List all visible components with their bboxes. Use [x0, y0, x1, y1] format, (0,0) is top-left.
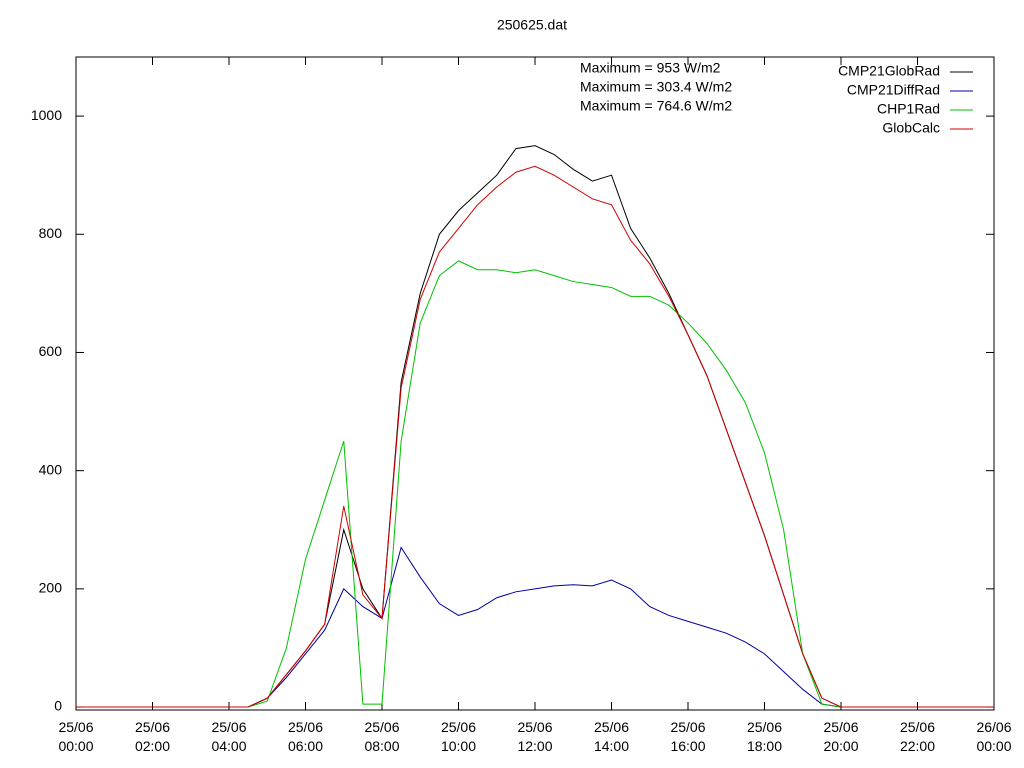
legend-label: CMP21DiffRad [847, 82, 940, 98]
x-tick-label: 25/06 22:00 [900, 719, 935, 754]
x-tick-label: 25/06 08:00 [364, 719, 399, 754]
legend-label: CMP21GlobRad [838, 63, 940, 79]
x-tick-label: 25/06 00:00 [58, 719, 93, 754]
x-tick-label: 25/06 20:00 [823, 719, 858, 754]
x-tick-label: 25/06 14:00 [594, 719, 629, 754]
y-tick-label: 200 [39, 580, 63, 596]
y-tick-label: 600 [39, 343, 63, 359]
x-tick-label: 26/06 00:00 [976, 719, 1011, 754]
annotation: Maximum = 303.4 W/m2 [580, 79, 732, 95]
chart-title: 250625.dat [497, 17, 567, 33]
legend-label: GlobCalc [882, 120, 940, 136]
y-tick-label: 1000 [31, 107, 62, 123]
annotation: Maximum = 764.6 W/m2 [580, 98, 732, 114]
series-line [76, 546, 994, 708]
y-tick-label: 400 [39, 461, 63, 477]
plot-frame [75, 56, 995, 711]
x-tick-label: 25/06 06:00 [288, 719, 323, 754]
y-tick-label: 800 [39, 225, 63, 241]
annotation: Maximum = 953 W/m2 [580, 60, 721, 76]
x-tick-label: 25/06 18:00 [747, 719, 782, 754]
x-tick-label: 25/06 02:00 [135, 719, 170, 754]
series-line [76, 260, 994, 708]
series-line [76, 165, 994, 708]
x-tick-label: 25/06 04:00 [211, 719, 246, 754]
y-tick-label: 0 [54, 698, 62, 714]
series-line [76, 145, 994, 708]
x-tick-label: 25/06 16:00 [670, 719, 705, 754]
x-tick-label: 25/06 12:00 [517, 719, 552, 754]
legend-label: CHP1Rad [877, 101, 940, 117]
x-tick-label: 25/06 10:00 [441, 719, 476, 754]
